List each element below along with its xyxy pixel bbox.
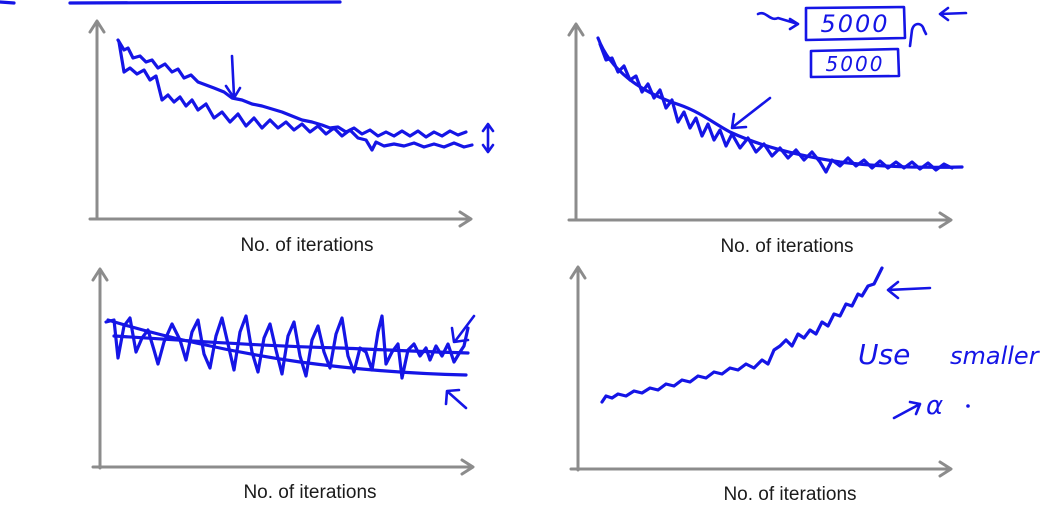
down-arrow-annotation	[450, 314, 476, 344]
x-axis-label: No. of iterations	[240, 235, 373, 256]
updown-arrow-annotation	[481, 122, 495, 154]
x-axis	[569, 460, 953, 478]
y-axis	[569, 265, 587, 472]
panel-top-right: No. of iterations 5000 5000	[567, 5, 968, 257]
right-curl-arrow	[908, 6, 968, 48]
use-smaller-text-line2: smaller	[950, 342, 1041, 370]
y-axis	[88, 19, 106, 219]
cost-trend-lower	[106, 318, 468, 377]
y-axis	[91, 267, 109, 470]
x-axis-label: No. of iterations	[723, 484, 856, 505]
panel-bottom-left: No. of iterations	[91, 267, 476, 503]
use-smaller-text-line1: Use	[858, 338, 910, 371]
alpha-dot	[966, 404, 970, 408]
left-arrow-annotation	[886, 280, 932, 300]
x-axis-label: No. of iterations	[720, 236, 853, 257]
box-top-text: 5000	[820, 10, 889, 38]
cost-curve-oscillating	[104, 314, 470, 380]
x-axis-label: No. of iterations	[243, 482, 376, 503]
panel-top-left: No. of iterations	[88, 19, 495, 256]
left-squiggle-arrow	[756, 11, 800, 31]
x-axis	[567, 211, 953, 229]
iterations-box-top: 5000	[804, 5, 907, 42]
y-axis	[567, 22, 585, 221]
x-axis	[88, 210, 473, 228]
cost-curve-lower	[117, 40, 474, 152]
cost-curve-noisy	[598, 42, 954, 174]
down-arrow-annotation	[224, 54, 242, 100]
cost-curve-upper	[116, 38, 468, 139]
x-axis	[91, 458, 475, 476]
panel-bottom-right: No. of iterations Use smaller α	[569, 265, 1041, 505]
pointer-arrow-annotation	[730, 96, 772, 130]
top-edge-strokes	[0, 0, 342, 5]
iterations-box-bottom: 5000	[809, 47, 901, 79]
alpha-arrow	[892, 400, 922, 420]
cost-curve-diverging	[600, 266, 884, 404]
box-bottom-text: 5000	[826, 52, 885, 76]
alpha-symbol: α	[926, 391, 943, 421]
up-arrow-annotation	[444, 388, 468, 410]
